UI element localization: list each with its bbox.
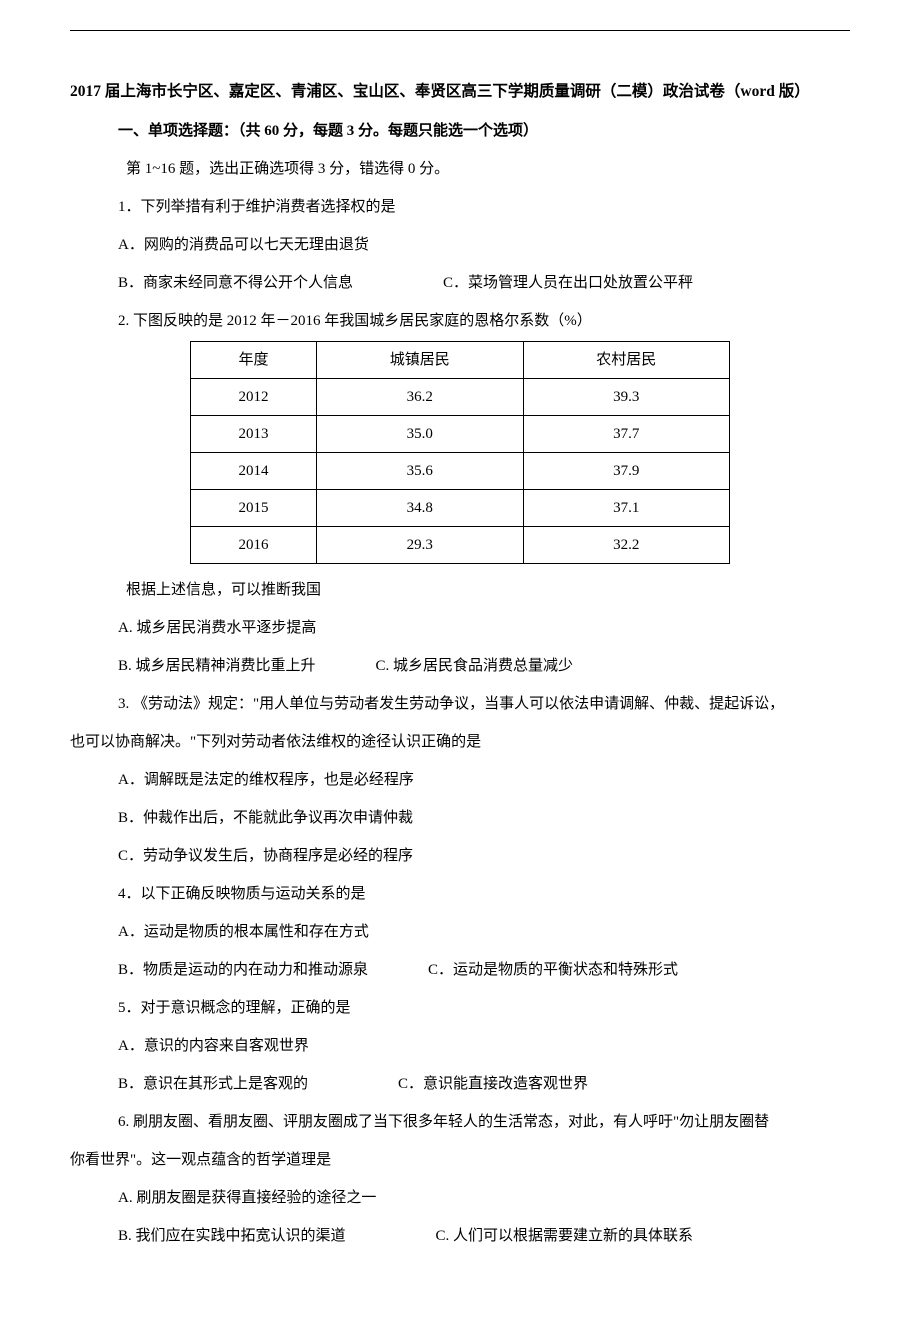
cell-year: 2016 [191,526,317,563]
col-urban: 城镇居民 [317,341,523,378]
q6-options-bc: B. 我们应在实践中拓宽认识的渠道 C. 人们可以根据需要建立新的具体联系 [118,1224,850,1248]
cell-urban: 36.2 [317,378,523,415]
col-year: 年度 [191,341,317,378]
q4-stem: 4．以下正确反映物质与运动关系的是 [118,882,850,906]
q6-stem-line1: 6. 刷朋友圈、看朋友圈、评朋友圈成了当下很多年轻人的生活常态，对此，有人呼吁"… [118,1110,850,1134]
q5-option-c: C．意识能直接改造客观世界 [398,1076,588,1092]
table-row: 2015 34.8 37.1 [191,489,730,526]
q5-option-a: A．意识的内容来自客观世界 [118,1034,850,1058]
table-row: 2016 29.3 32.2 [191,526,730,563]
cell-urban: 35.6 [317,452,523,489]
table-header-row: 年度 城镇居民 农村居民 [191,341,730,378]
q2-post-table: 根据上述信息，可以推断我国 [126,578,850,602]
q2-option-c: C. 城乡居民食品消费总量减少 [376,658,574,674]
q6-option-a: A. 刷朋友圈是获得直接经验的途径之一 [118,1186,850,1210]
cell-year: 2014 [191,452,317,489]
cell-rural: 37.7 [523,415,729,452]
q1-options-bc: B．商家未经同意不得公开个人信息 C．菜场管理人员在出口处放置公平秤 [118,271,850,295]
cell-year: 2012 [191,378,317,415]
q3-stem-line2: 也可以协商解决。"下列对劳动者依法维权的途径认识正确的是 [70,730,850,754]
engel-coefficient-table: 年度 城镇居民 农村居民 2012 36.2 39.3 2013 35.0 37… [190,341,730,564]
q4-option-c: C．运动是物质的平衡状态和特殊形式 [428,962,678,978]
q2-stem: 2. 下图反映的是 2012 年－2016 年我国城乡居民家庭的恩格尔系数（%） [118,309,850,333]
q3-option-b: B．仲裁作出后，不能就此争议再次申请仲裁 [118,806,850,830]
cell-urban: 34.8 [317,489,523,526]
q1-option-a: A．网购的消费品可以七天无理由退货 [118,233,850,257]
cell-rural: 32.2 [523,526,729,563]
q5-option-b: B．意识在其形式上是客观的 [118,1076,308,1092]
q6-option-b: B. 我们应在实践中拓宽认识的渠道 [118,1228,346,1244]
q6-stem-line2: 你看世界"。这一观点蕴含的哲学道理是 [70,1148,850,1172]
exam-title: 2017 届上海市长宁区、嘉定区、青浦区、宝山区、奉贤区高三下学期质量调研（二模… [70,80,850,105]
table-row: 2014 35.6 37.9 [191,452,730,489]
q3-option-c: C．劳动争议发生后，协商程序是必经的程序 [118,844,850,868]
q2-options-bc: B. 城乡居民精神消费比重上升 C. 城乡居民食品消费总量减少 [118,654,850,678]
section-instruction: 第 1~16 题，选出正确选项得 3 分，错选得 0 分。 [126,157,850,181]
cell-urban: 29.3 [317,526,523,563]
q1-option-c: C．菜场管理人员在出口处放置公平秤 [443,275,693,291]
page-top-rule [70,30,850,31]
cell-rural: 37.1 [523,489,729,526]
table-row: 2012 36.2 39.3 [191,378,730,415]
q6-option-c: C. 人们可以根据需要建立新的具体联系 [436,1228,694,1244]
q1-stem: 1．下列举措有利于维护消费者选择权的是 [118,195,850,219]
cell-rural: 37.9 [523,452,729,489]
q4-option-a: A．运动是物质的根本属性和存在方式 [118,920,850,944]
q2-option-b: B. 城乡居民精神消费比重上升 [118,658,316,674]
q3-option-a: A．调解既是法定的维权程序，也是必经程序 [118,768,850,792]
q2-option-a: A. 城乡居民消费水平逐步提高 [118,616,850,640]
section-header: 一、单项选择题：（共 60 分，每题 3 分。每题只能选一个选项） [118,119,850,143]
q3-stem-line1: 3. 《劳动法》规定："用人单位与劳动者发生劳动争议，当事人可以依法申请调解、仲… [118,692,850,716]
q1-option-b: B．商家未经同意不得公开个人信息 [118,275,353,291]
cell-year: 2015 [191,489,317,526]
q4-options-bc: B．物质是运动的内在动力和推动源泉 C．运动是物质的平衡状态和特殊形式 [118,958,850,982]
table-row: 2013 35.0 37.7 [191,415,730,452]
cell-rural: 39.3 [523,378,729,415]
cell-year: 2013 [191,415,317,452]
q4-option-b: B．物质是运动的内在动力和推动源泉 [118,962,368,978]
q5-options-bc: B．意识在其形式上是客观的 C．意识能直接改造客观世界 [118,1072,850,1096]
col-rural: 农村居民 [523,341,729,378]
q5-stem: 5．对于意识概念的理解，正确的是 [118,996,850,1020]
cell-urban: 35.0 [317,415,523,452]
